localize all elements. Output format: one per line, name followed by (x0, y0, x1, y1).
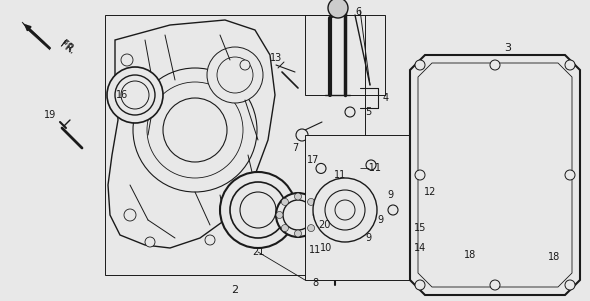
Text: 13: 13 (270, 53, 282, 63)
Text: 9: 9 (377, 215, 383, 225)
Polygon shape (410, 55, 580, 295)
Circle shape (240, 192, 276, 228)
Circle shape (276, 212, 283, 219)
Text: 9: 9 (365, 233, 371, 243)
Circle shape (243, 195, 253, 205)
Circle shape (316, 163, 326, 173)
Text: 2: 2 (231, 285, 238, 295)
Circle shape (230, 182, 286, 238)
Circle shape (121, 54, 133, 66)
Bar (305, 15, 385, 95)
Text: 14: 14 (414, 243, 426, 253)
Circle shape (281, 198, 289, 205)
Circle shape (325, 190, 365, 230)
Circle shape (313, 212, 320, 219)
Circle shape (565, 170, 575, 180)
Text: 7: 7 (292, 143, 298, 153)
Text: 17: 17 (307, 155, 319, 165)
Text: 20: 20 (318, 220, 330, 230)
Circle shape (145, 237, 155, 247)
Circle shape (565, 280, 575, 290)
Circle shape (133, 68, 257, 192)
Circle shape (296, 129, 308, 141)
Bar (105, 15, 365, 275)
Circle shape (107, 67, 163, 123)
Circle shape (410, 200, 420, 210)
Circle shape (335, 200, 355, 220)
Circle shape (415, 280, 425, 290)
Text: 6: 6 (355, 7, 361, 17)
Circle shape (283, 200, 313, 230)
Circle shape (124, 209, 136, 221)
Polygon shape (22, 22, 50, 50)
Circle shape (147, 82, 243, 178)
Circle shape (121, 81, 149, 109)
Circle shape (276, 193, 320, 237)
Text: 11: 11 (309, 245, 321, 255)
Circle shape (345, 107, 355, 117)
Text: 9: 9 (387, 190, 393, 200)
Text: 21: 21 (252, 247, 264, 257)
Text: —11: —11 (360, 163, 382, 173)
Circle shape (490, 60, 500, 70)
Circle shape (490, 280, 500, 290)
Circle shape (294, 230, 301, 237)
Circle shape (207, 47, 263, 103)
Text: 4: 4 (383, 93, 389, 103)
Circle shape (294, 193, 301, 200)
Text: 16: 16 (116, 90, 128, 100)
Text: FR.: FR. (58, 39, 76, 56)
Text: 18: 18 (548, 252, 560, 262)
Circle shape (307, 225, 314, 231)
Circle shape (404, 226, 412, 234)
Circle shape (415, 60, 425, 70)
Text: FR.: FR. (59, 39, 77, 56)
Text: 12: 12 (424, 187, 436, 197)
Text: 5: 5 (365, 107, 371, 117)
Text: 18: 18 (464, 250, 476, 260)
Text: 10: 10 (320, 243, 332, 253)
Circle shape (565, 60, 575, 70)
Circle shape (220, 172, 296, 248)
Text: 8: 8 (312, 278, 318, 288)
Circle shape (307, 198, 314, 205)
Text: 19: 19 (44, 110, 56, 120)
Circle shape (163, 98, 227, 162)
Text: 11: 11 (334, 170, 346, 180)
Polygon shape (108, 20, 275, 248)
Text: 3: 3 (504, 43, 512, 53)
Circle shape (366, 160, 376, 170)
Circle shape (217, 57, 253, 93)
Text: 15: 15 (414, 223, 426, 233)
Circle shape (115, 75, 155, 115)
Circle shape (240, 60, 250, 70)
Circle shape (415, 170, 425, 180)
Circle shape (328, 0, 348, 18)
Bar (305, 135, 480, 280)
Circle shape (388, 205, 398, 215)
Circle shape (281, 225, 289, 231)
Circle shape (205, 235, 215, 245)
Circle shape (404, 244, 412, 252)
Circle shape (313, 178, 377, 242)
